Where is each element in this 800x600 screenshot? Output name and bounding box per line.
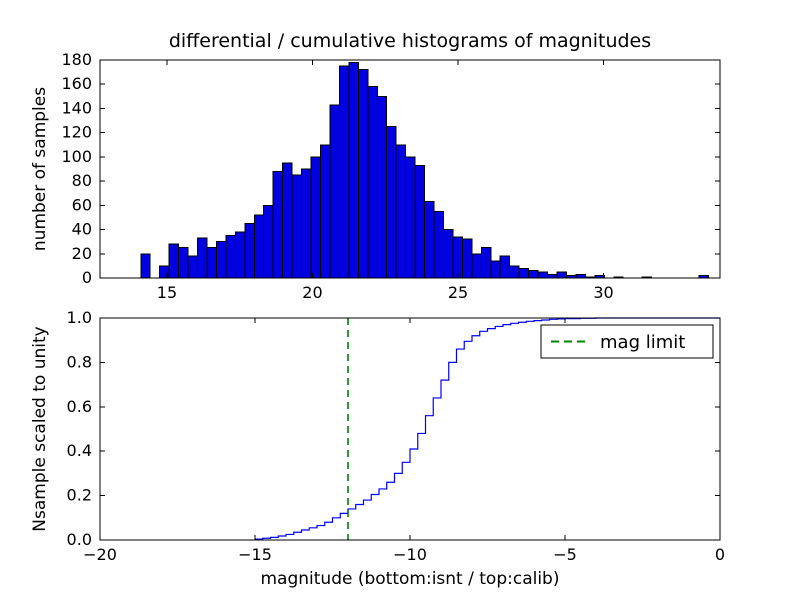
histogram-bar — [291, 174, 303, 279]
histogram-bar — [187, 255, 199, 279]
axes-frame — [99, 59, 721, 279]
histogram-bar — [490, 260, 501, 279]
histogram-bar — [480, 247, 492, 279]
tick-labels: −20 −15 −10 −5 0 0.0 0.2 0.4 0.6 0.8 1.0 — [67, 308, 726, 564]
histogram-bars — [140, 61, 709, 279]
y-tick-label: 180 — [61, 50, 92, 69]
histogram-bar — [197, 237, 208, 279]
x-tick-label: −15 — [238, 545, 272, 564]
y-tick-label: 1.0 — [67, 308, 92, 327]
histogram-bar — [234, 231, 246, 279]
x-tick-label: −10 — [393, 545, 427, 564]
histogram-bar — [499, 255, 511, 279]
histogram-bar — [395, 144, 407, 279]
legend-label: mag limit — [600, 332, 685, 353]
y-tick-label: 80 — [72, 171, 92, 190]
histogram-bar — [272, 170, 284, 279]
histogram-bar — [178, 247, 189, 279]
histogram-bar — [206, 247, 217, 279]
histogram-bar — [547, 273, 558, 279]
histogram-bar — [471, 253, 482, 279]
y-tick-label: 0.2 — [67, 486, 92, 505]
histogram-bar — [301, 168, 312, 279]
histogram-bar — [386, 126, 397, 279]
x-tick-label: 15 — [157, 283, 177, 302]
histogram-bar — [159, 265, 170, 279]
x-tick-label: −20 — [83, 545, 117, 564]
x-tick-label: 30 — [593, 283, 613, 302]
histogram-bar — [319, 144, 331, 279]
y-tick-label: 0.8 — [67, 352, 92, 371]
histogram-bar — [461, 238, 473, 279]
histogram-bar — [575, 273, 586, 279]
histogram-bar — [253, 214, 265, 279]
y-tick-label: 140 — [61, 98, 92, 117]
histogram-bar — [263, 204, 274, 279]
histogram-bar — [338, 65, 350, 279]
chart-title: differential / cumulative histograms of … — [169, 30, 651, 52]
histogram-bar — [310, 156, 321, 279]
tick-marks — [100, 59, 720, 279]
y-axis-label: Nsample scaled to unity — [30, 326, 50, 531]
histogram-bar — [244, 223, 255, 279]
histogram-bar — [376, 95, 388, 279]
histogram-bar — [357, 69, 369, 279]
histogram-bar — [442, 229, 454, 279]
histogram-bar — [282, 162, 293, 279]
x-axis-label: magnitude (bottom:isnt / top:calib) — [261, 569, 560, 589]
y-tick-label: 100 — [61, 147, 92, 166]
histogram-bar — [140, 253, 151, 279]
histogram-bar — [405, 156, 416, 279]
histogram-bar — [348, 61, 359, 279]
histogram-bar — [509, 265, 520, 279]
cumulative-curve — [254, 317, 720, 540]
x-tick-label: 0 — [715, 545, 725, 564]
x-tick-label: −5 — [553, 545, 577, 564]
y-tick-label: 40 — [72, 220, 92, 239]
histogram-bar — [518, 267, 530, 279]
tick-marks — [99, 317, 721, 541]
histogram-bar — [528, 270, 539, 279]
legend: mag limit — [540, 324, 714, 359]
y-tick-label: 20 — [72, 244, 92, 263]
y-tick-label: 0.6 — [67, 397, 92, 416]
histogram-bar — [433, 210, 444, 279]
histogram-bar — [556, 271, 567, 279]
histogram-bar — [537, 271, 549, 279]
x-tick-label: 20 — [302, 283, 322, 302]
histogram-bar — [367, 86, 378, 279]
histogram-bar — [452, 236, 463, 279]
histogram-bar — [215, 241, 227, 279]
y-tick-label: 0.4 — [67, 441, 92, 460]
histogram-bar — [414, 164, 426, 279]
x-tick-label: 25 — [448, 283, 468, 302]
histogram-bar — [225, 235, 236, 279]
y-tick-label: 120 — [61, 123, 92, 142]
y-tick-label: 0 — [82, 268, 92, 287]
histogram-bar — [168, 243, 180, 279]
y-tick-label: 0.0 — [67, 530, 92, 549]
y-tick-label: 60 — [72, 195, 92, 214]
y-tick-label: 160 — [61, 74, 92, 93]
histogram-bar — [329, 104, 340, 279]
tick-labels: 15 20 25 30 0 20 40 60 80 100 120 140 160 180 — [61, 50, 613, 302]
histogram-bar — [424, 201, 435, 279]
y-axis-label: number of samples — [30, 87, 50, 251]
